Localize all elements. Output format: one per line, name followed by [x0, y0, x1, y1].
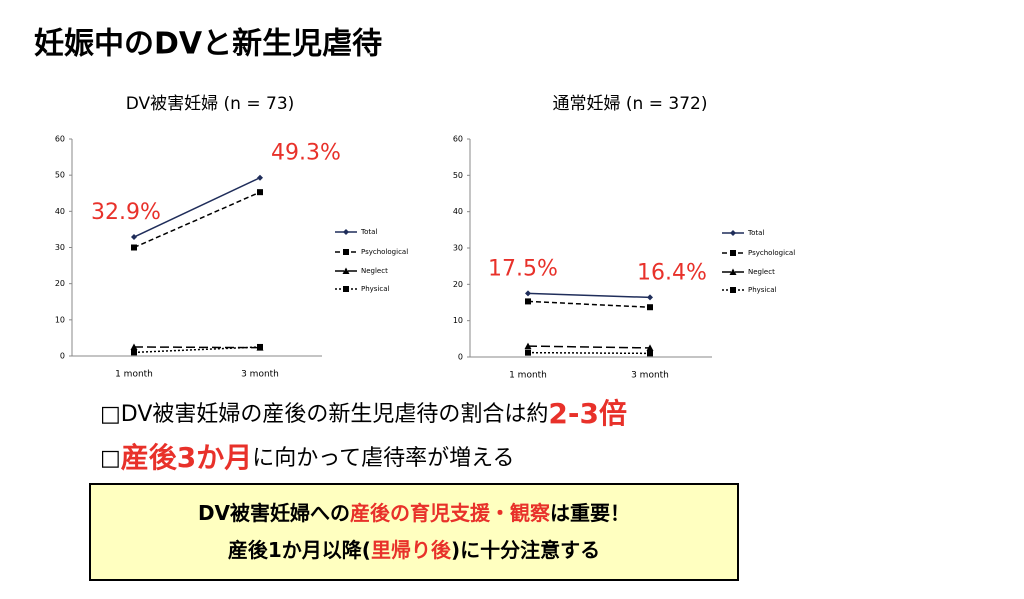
- text-segment: は重要！: [550, 501, 630, 525]
- series-line: [133, 191, 261, 249]
- marker: [130, 343, 138, 350]
- marker: [343, 229, 349, 235]
- marker: [730, 230, 736, 236]
- y-tick-label: 40: [55, 207, 65, 216]
- legend-label: Total: [747, 229, 764, 237]
- marker: [131, 234, 137, 241]
- value-label: 49.3%: [271, 141, 341, 166]
- value-label: 17.5%: [488, 256, 558, 281]
- y-tick-label: 60: [453, 135, 463, 144]
- marker: [525, 290, 531, 297]
- chart-title: DV被害妊婦 (n = 73): [126, 94, 295, 114]
- chart-title: 通常妊婦 (n = 372): [553, 94, 708, 114]
- series-line: [527, 300, 651, 308]
- marker: [524, 342, 532, 350]
- marker: [730, 250, 736, 256]
- x-tick-label: 3 month: [631, 371, 669, 381]
- marker: [131, 349, 137, 356]
- text-segment: DV被害妊婦への: [198, 501, 350, 525]
- legend-label: Neglect: [361, 267, 388, 275]
- marker: [730, 287, 736, 293]
- series-line: [527, 351, 651, 355]
- series-line: [527, 345, 651, 349]
- marker: [343, 249, 349, 255]
- marker: [647, 304, 653, 311]
- legend-label: Physical: [748, 286, 777, 294]
- rich-line: □DV被害妊婦の産後の新生児虐待の割合は約2-3倍: [100, 397, 627, 430]
- rich-line: 産後1か月以降(里帰り後)に十分注意する: [228, 538, 600, 562]
- series-line: [133, 177, 261, 238]
- marker: [646, 344, 654, 351]
- marker: [525, 298, 531, 305]
- legend-label: Psychological: [748, 249, 795, 257]
- y-tick-label: 30: [453, 244, 463, 253]
- series-line: [133, 346, 261, 349]
- value-label: 16.4%: [637, 260, 707, 285]
- y-tick-label: 40: [453, 207, 463, 216]
- y-tick-label: 50: [453, 171, 463, 180]
- text-segment: □DV被害妊婦の産後の新生児虐待の割合は約: [100, 402, 548, 427]
- x-tick-label: 1 month: [509, 371, 547, 381]
- marker: [257, 343, 263, 350]
- marker: [257, 189, 263, 196]
- series-line: [133, 346, 261, 354]
- x-tick-label: 3 month: [241, 370, 279, 380]
- text-segment: 里帰り後: [371, 538, 452, 562]
- marker: [342, 267, 350, 274]
- legend-label: Neglect: [748, 268, 775, 276]
- text-segment: 産後3か月: [121, 441, 252, 474]
- rich-line: DV被害妊婦への産後の育児支援・観察は重要！: [198, 501, 630, 525]
- y-tick-label: 60: [55, 135, 65, 144]
- y-tick-label: 10: [453, 316, 463, 325]
- marker: [257, 174, 263, 181]
- note-box: [89, 483, 739, 581]
- y-tick-label: 0: [458, 353, 463, 362]
- legend-label: Physical: [361, 285, 390, 293]
- y-tick-label: 0: [60, 352, 65, 361]
- rich-line: □産後3か月に向かって虐待率が増える: [100, 441, 515, 474]
- legend-label: Psychological: [361, 248, 408, 256]
- marker: [131, 244, 137, 251]
- slide-title: 妊娠中のDVと新生児虐待: [34, 27, 382, 62]
- marker: [729, 268, 737, 275]
- marker: [647, 294, 653, 301]
- text-segment: )に十分注意する: [451, 538, 600, 562]
- marker: [647, 350, 653, 357]
- text-segment: 2-3倍: [548, 397, 627, 430]
- text-segment: 産後1か月以降(: [228, 538, 371, 562]
- legend-label: Total: [360, 228, 377, 236]
- marker: [525, 349, 531, 356]
- y-tick-label: 20: [453, 280, 463, 289]
- value-label: 32.9%: [91, 200, 161, 225]
- text-segment: に向かって虐待率が増える: [252, 446, 514, 471]
- y-tick-label: 20: [55, 279, 65, 288]
- text-segment: □: [100, 446, 121, 471]
- text-segment: 産後の育児支援・観察: [350, 501, 551, 525]
- series-line: [527, 292, 651, 299]
- marker: [343, 286, 349, 292]
- y-tick-label: 50: [55, 171, 65, 180]
- y-tick-label: 30: [55, 243, 65, 252]
- x-tick-label: 1 month: [115, 370, 153, 380]
- y-tick-label: 10: [55, 315, 65, 324]
